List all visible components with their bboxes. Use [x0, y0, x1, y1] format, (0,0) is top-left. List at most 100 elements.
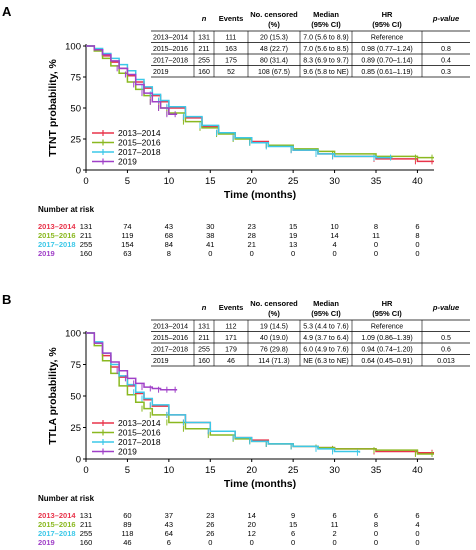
legend-label: 2013–2014	[118, 128, 161, 138]
table-cell: 4.9 (3.7 to 6.4)	[303, 335, 349, 342]
table-cell: 108 (67.5)	[258, 69, 290, 76]
risk-count: 89	[123, 520, 131, 529]
table-cell: 114 (71.3)	[258, 358, 289, 365]
y-axis-label: TTLA probability, %	[47, 347, 59, 445]
table-cell: 0.98 (0.77–1.24)	[361, 46, 412, 53]
x-axis-label: Time (months)	[224, 478, 296, 490]
risk-count: 0	[374, 240, 378, 249]
risk-count: 46	[123, 538, 131, 547]
risk-count: 28	[248, 231, 256, 240]
y-tick-label: 50	[70, 392, 81, 403]
y-tick-label: 100	[65, 329, 81, 340]
risk-count: 154	[121, 240, 134, 249]
x-tick-label: 0	[83, 465, 88, 476]
table-cell: 111	[226, 35, 237, 42]
table-cell: 0.85 (0.61–1.19)	[361, 69, 412, 76]
risk-count: 119	[121, 231, 133, 240]
table-header-cell: No. censored	[250, 299, 298, 308]
risk-count: 11	[372, 231, 380, 240]
table-cell: 175	[225, 58, 237, 65]
risk-count: 38	[206, 231, 214, 240]
risk-count: 6	[415, 511, 419, 520]
x-tick-label: 5	[125, 465, 130, 476]
risk-table-title: Number at risk	[38, 205, 95, 214]
y-tick-label: 0	[76, 166, 81, 177]
table-header-cell: No. censored	[250, 10, 298, 19]
table-header-cell: n	[202, 14, 207, 23]
risk-count: 74	[123, 222, 131, 231]
y-tick-label: 75	[70, 360, 81, 371]
table-cell: 0.3	[441, 69, 451, 76]
table-header-cell: (%)	[268, 309, 280, 318]
table-cell: Reference	[371, 324, 403, 331]
table-cell: 80 (31.4)	[260, 58, 288, 65]
risk-count: 0	[332, 538, 336, 547]
risk-count: 9	[291, 511, 295, 520]
table-cell: 131	[198, 324, 210, 331]
table-cell: 1.09 (0.86–1.39)	[361, 335, 412, 342]
risk-row-label: 2015–2016	[38, 231, 76, 240]
table-cell: 2019	[153, 69, 169, 76]
km-curve-2017–2018	[86, 332, 361, 453]
risk-row-label: 2013–2014	[38, 511, 76, 520]
x-tick-label: 25	[288, 465, 299, 476]
table-cell: Reference	[371, 35, 403, 42]
table-cell: 5.3 (4.4 to 7.6)	[303, 324, 349, 331]
table-cell: 131	[198, 35, 210, 42]
x-tick-label: 40	[412, 465, 423, 476]
risk-count: 4	[332, 240, 336, 249]
risk-count: 131	[80, 222, 93, 231]
risk-count: 118	[121, 529, 133, 538]
risk-count: 68	[165, 231, 173, 240]
y-tick-label: 100	[65, 42, 81, 53]
risk-count: 23	[206, 511, 214, 520]
risk-count: 4	[415, 520, 419, 529]
table-cell: 255	[198, 347, 210, 354]
y-tick-label: 50	[70, 104, 81, 115]
table-header-cell: Events	[219, 303, 244, 312]
risk-count: 0	[415, 529, 419, 538]
risk-count: 14	[330, 231, 338, 240]
table-header-cell: Events	[219, 14, 244, 23]
risk-count: 211	[80, 520, 92, 529]
table-cell: 211	[198, 46, 209, 53]
legend-label: 2015–2016	[118, 428, 161, 438]
table-header-cell: (95% CI)	[372, 20, 402, 29]
risk-count: 13	[289, 240, 297, 249]
risk-count: 0	[291, 538, 295, 547]
risk-count: 0	[415, 240, 419, 249]
risk-count: 255	[80, 240, 93, 249]
km-curve-2019	[86, 45, 178, 115]
risk-count: 0	[374, 249, 378, 258]
table-cell: 112	[225, 324, 236, 331]
y-tick-label: 25	[70, 423, 81, 434]
table-header-cell: (95% CI)	[311, 20, 341, 29]
table-cell: 0.6	[441, 347, 451, 354]
summary-table: n Events No. censored(%)Median(95% CI)HR(9…	[151, 10, 470, 78]
table-cell: 171	[225, 335, 237, 342]
legend-label: 2015–2016	[118, 138, 161, 148]
risk-count: 0	[332, 249, 336, 258]
risk-count: 26	[206, 520, 214, 529]
legend-label: 2017–2018	[118, 147, 161, 157]
table-header-cell: p-value	[432, 303, 459, 312]
summary-table: n Events No. censored(%)Median(95% CI)HR(9…	[151, 299, 470, 367]
risk-count: 0	[291, 249, 295, 258]
km-curve-2017–2018	[86, 45, 393, 159]
risk-count: 131	[80, 511, 93, 520]
x-tick-label: 0	[83, 176, 88, 187]
risk-count: 60	[123, 511, 131, 520]
risk-row-label: 2015–2016	[38, 520, 76, 529]
table-cell: NE (6.3 to NE)	[303, 358, 349, 365]
table-cell: 2017–2018	[153, 58, 188, 65]
risk-count: 160	[80, 249, 93, 258]
table-cell: 160	[198, 358, 210, 365]
risk-count: 211	[80, 231, 92, 240]
table-cell: 179	[225, 347, 237, 354]
table-cell: 7.0 (5.6 to 8.9)	[303, 35, 349, 42]
risk-count: 2	[332, 529, 336, 538]
